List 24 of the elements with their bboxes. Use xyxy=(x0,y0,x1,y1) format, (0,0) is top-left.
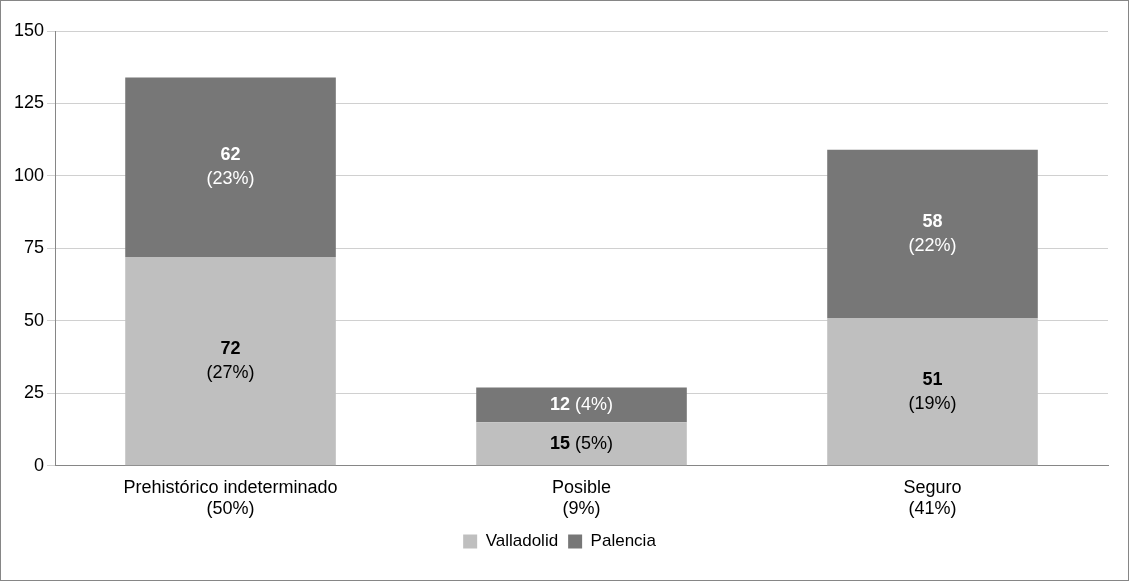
legend-label: Valladolid xyxy=(485,531,559,551)
y-tick-label: 50 xyxy=(24,309,45,330)
data-label: 58 (22%) xyxy=(908,210,957,255)
x-tick-label: Prehistórico indeterminado (50%) xyxy=(123,476,338,519)
data-label: 15 (5%) xyxy=(550,432,614,453)
data-label: 72 (27%) xyxy=(206,338,255,383)
y-tick-label: 150 xyxy=(13,19,45,40)
y-tick-label: 100 xyxy=(13,164,45,185)
bar xyxy=(125,77,336,258)
y-tick-label: 0 xyxy=(34,454,45,475)
y-tick-label: 75 xyxy=(24,237,45,258)
data-label: 12 (4%) xyxy=(550,393,614,414)
bar xyxy=(476,422,687,466)
legend-label: Palencia xyxy=(590,531,657,551)
y-tick-label: 25 xyxy=(24,382,45,403)
bar xyxy=(125,257,336,466)
x-tick-label: Posible (9%) xyxy=(551,476,612,519)
bar xyxy=(827,317,1038,466)
data-label: 62 (23%) xyxy=(206,144,255,189)
data-label: 51 (19%) xyxy=(908,368,957,413)
x-tick-label: Seguro (41%) xyxy=(903,476,962,519)
bar xyxy=(827,149,1038,318)
bar xyxy=(476,387,687,423)
y-tick-label: 125 xyxy=(13,92,45,113)
